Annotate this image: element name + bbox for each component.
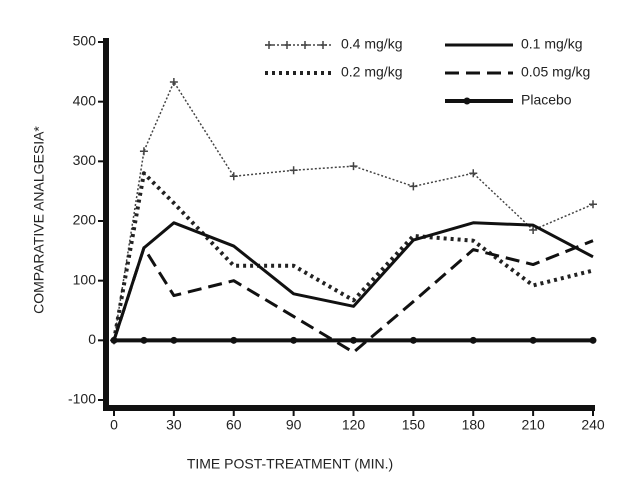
- marker: [140, 336, 148, 344]
- x-tick-label: 180: [462, 417, 486, 433]
- marker: [319, 41, 327, 49]
- marker: [589, 336, 597, 344]
- marker: [110, 336, 118, 344]
- legend-label: 0.1 mg/kg: [521, 36, 582, 52]
- legend-label: 0.4 mg/kg: [341, 36, 402, 52]
- y-axis-label: COMPARATIVE ANALGESIA*: [31, 126, 47, 314]
- y-tick-label: 300: [73, 152, 97, 168]
- x-tick-label: 150: [402, 417, 426, 433]
- marker: [229, 172, 238, 181]
- x-tick-label: 0: [110, 417, 118, 433]
- marker: [469, 336, 477, 344]
- marker: [529, 336, 537, 344]
- series-line: [112, 171, 594, 341]
- marker: [589, 200, 597, 209]
- legend-label: Placebo: [521, 92, 572, 108]
- marker: [139, 147, 148, 156]
- y-tick-label: 100: [73, 271, 97, 287]
- x-tick-label: 60: [226, 417, 242, 433]
- x-axis-label: TIME POST-TREATMENT (MIN.): [187, 456, 393, 472]
- marker: [350, 336, 357, 344]
- marker: [463, 97, 471, 105]
- series-line: [112, 221, 594, 341]
- marker: [265, 41, 273, 49]
- marker: [409, 336, 417, 344]
- y-tick-label: 500: [73, 33, 97, 49]
- marker: [529, 225, 538, 234]
- series-line: [113, 81, 594, 341]
- legend-label: 0.2 mg/kg: [341, 64, 402, 80]
- marker: [349, 162, 358, 171]
- marker: [289, 166, 298, 175]
- marker: [230, 336, 238, 344]
- y-tick-label: 0: [88, 331, 96, 347]
- series-line: [112, 239, 594, 354]
- x-tick-label: 120: [342, 417, 366, 433]
- marker: [301, 41, 309, 49]
- marker: [409, 182, 418, 191]
- x-tick-label: 30: [166, 417, 182, 433]
- y-tick-label: 200: [73, 212, 97, 228]
- marker: [283, 41, 291, 49]
- y-tick-label: 400: [73, 92, 97, 108]
- y-tick-label: -100: [68, 391, 96, 407]
- x-tick-label: 240: [581, 417, 605, 433]
- x-tick-label: 90: [286, 417, 302, 433]
- x-tick-label: 210: [521, 417, 545, 433]
- legend-label: 0.05 mg/kg: [521, 64, 590, 80]
- marker: [169, 77, 178, 86]
- marker: [290, 336, 298, 344]
- marker: [170, 336, 178, 344]
- marker: [469, 169, 478, 178]
